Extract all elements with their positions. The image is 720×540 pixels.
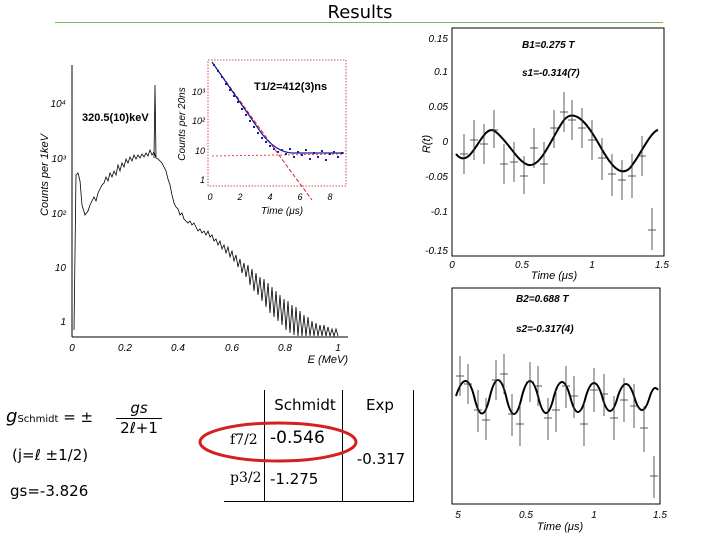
peak-label: 320.5(10)keV: [82, 112, 149, 124]
formula-lhs: gSchmidt = ±: [6, 406, 93, 427]
table-vline-1: [264, 390, 265, 502]
rt-plot-top: R(t) 0.15 0.1 0.05 0 -0.05 -0.1 -0.15 0 …: [421, 27, 669, 282]
decay-x-tick: 0: [207, 192, 212, 202]
spectrum-y-tick: 1: [60, 317, 66, 328]
decay-x-tick: 4: [267, 192, 272, 202]
decay-x-tick: 8: [327, 192, 332, 202]
spectrum-x-tick: 0.2: [118, 343, 132, 354]
col-schmidt: Schmidt: [274, 396, 336, 414]
decay-y-tick: 10³: [192, 87, 206, 97]
rt-bottom-amplitude: s2=-0.317(4): [516, 324, 574, 335]
rt-top-field: B1=0.275 T: [522, 40, 575, 51]
row-state-f72: f7/2: [230, 432, 258, 448]
spectrum-peak: [153, 84, 157, 159]
g-symbol: g: [6, 406, 18, 427]
rt-top-x-tick: 0: [449, 260, 455, 271]
col-exp: Exp: [366, 396, 394, 414]
exp-value: -0.317: [356, 450, 406, 468]
decay-x-tick: 6: [297, 192, 302, 202]
rt-plot-bottom: 5 0.5 1 1.5 Time (μs) B2=0.688 T s2=-0.3…: [451, 287, 667, 533]
half-life-label: T1/2=412(3)ns: [254, 81, 327, 93]
rt-top-y-tick: 0.1: [434, 67, 448, 78]
rt-bottom-x-tick: 1.5: [653, 510, 667, 521]
rt-bottom-x-tick: 1: [591, 510, 597, 521]
g-subscript: Schmidt: [17, 414, 59, 425]
spectrum-x-tick: 0: [69, 343, 75, 354]
decay-y-label: Counts per 20ns: [177, 87, 188, 160]
rt-top-y-label: R(t): [421, 135, 433, 154]
rt-top-y-tick: 0.15: [429, 34, 449, 45]
results-table: Schmidt Exp f7/2 -0.546 p3/2 -1.275 -0.3…: [224, 390, 414, 502]
highlight-ellipse: [198, 421, 358, 463]
rt-top-points: [460, 92, 656, 250]
title-rule: [55, 22, 663, 23]
formula-fraction: gs 2ℓ+1: [116, 398, 162, 437]
fraction-numerator: gs: [116, 398, 162, 419]
formula-eq: = ±: [63, 408, 94, 426]
rt-top-y-tick: -0.05: [425, 172, 448, 183]
spectrum-y-tick: 10²: [52, 209, 67, 220]
row-state-p32: p3/2: [230, 470, 262, 486]
spectrum-y-tick: 10⁴: [51, 99, 66, 110]
spectrum-y-tick: 10³: [52, 154, 67, 165]
rt-top-amplitude: s1=-0.314(7): [522, 68, 580, 79]
decay-y-tick: 1: [200, 175, 205, 185]
rt-top-y-tick: 0.05: [429, 102, 449, 113]
table-vline-2: [342, 390, 343, 502]
rt-top-x-tick: 0.5: [515, 260, 529, 271]
rt-top-x-tick: 1.5: [655, 260, 669, 271]
rt-bottom-fit: [455, 379, 659, 415]
decay-inset: Counts per 20ns 10³ 10² 10 1 0 2 4 6 8 T…: [177, 59, 347, 217]
rt-bottom-x-label: Time (μs): [537, 521, 584, 533]
rt-bottom-x-tick: 0.5: [519, 510, 533, 521]
decay-fit-total: [211, 61, 344, 154]
rt-top-x-tick: 1: [589, 260, 595, 271]
rt-bottom-field: B2=0.688 T: [516, 294, 569, 305]
table-bottom-line: [224, 501, 414, 502]
decay-x-label: Time (μs): [261, 206, 303, 217]
slide-title: Results: [327, 2, 393, 23]
rt-top-y-tick: -0.15: [425, 246, 448, 257]
decay-y-tick: 10²: [192, 116, 206, 126]
spectrum-x-tick: 0.6: [225, 343, 239, 354]
decay-y-tick: 10: [195, 146, 205, 156]
spectrum-x-tick: 0.8: [278, 343, 292, 354]
spectrum-y-tick: 10: [55, 263, 67, 274]
spectrum-y-label: Counts per 1keV: [39, 132, 51, 216]
rt-top-y-tick: 0: [442, 137, 448, 148]
fraction-denominator: 2ℓ+1: [120, 419, 158, 437]
rt-top-y-tick: -0.1: [431, 207, 448, 218]
rt-top-x-label: Time (μs): [531, 270, 578, 282]
row-schmidt-p32: -1.275: [270, 470, 319, 488]
gamma-spectrum: Counts per 1keV 10⁴ 10³ 10² 10 1 0 0.2 0…: [39, 65, 349, 366]
decay-fit-exp: [211, 61, 313, 201]
row-schmidt-f72: -0.546: [270, 428, 325, 448]
spectrum-x-tick: 0.4: [171, 343, 185, 354]
decay-x-tick: 2: [236, 192, 242, 202]
formula-condition: (j=ℓ ±1/2): [12, 446, 89, 464]
spectrum-trace: [73, 148, 339, 338]
rt-bottom-x-tick: 5: [455, 510, 461, 521]
rt-bottom-points: [456, 354, 658, 498]
table-vline-3: [413, 390, 414, 502]
spectrum-x-label: E (MeV): [308, 354, 349, 366]
gs-value: gs=-3.826: [10, 482, 89, 500]
spectrum-x-tick: 1: [335, 343, 341, 354]
